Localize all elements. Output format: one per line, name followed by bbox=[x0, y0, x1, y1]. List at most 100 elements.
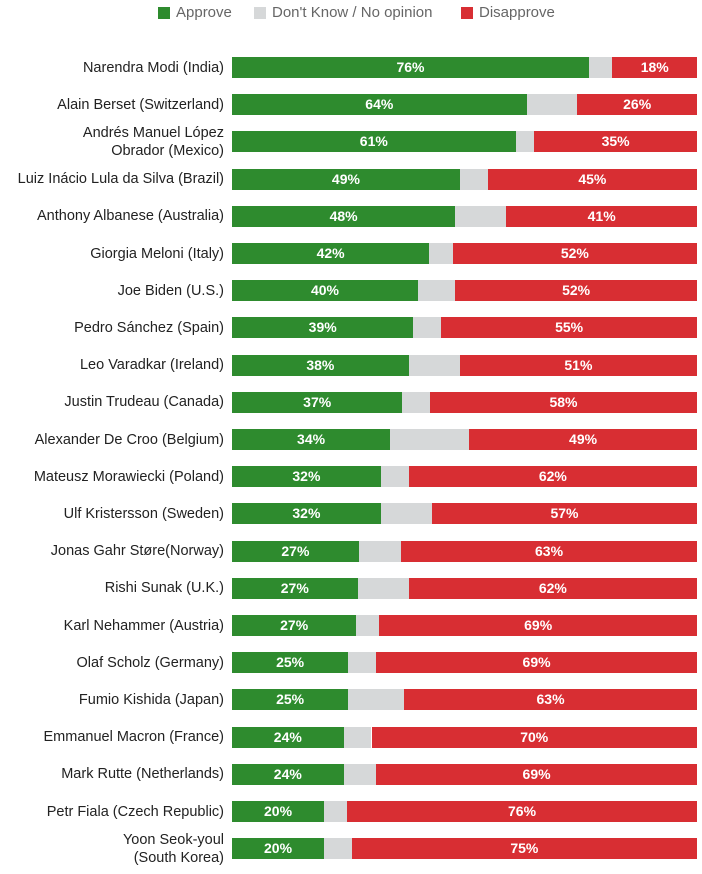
bar-segment-disapprove bbox=[404, 689, 697, 711]
bar-segment-disapprove bbox=[441, 317, 697, 339]
stacked-bar: 40% 52% bbox=[232, 280, 697, 302]
bar-segment-disapprove bbox=[408, 577, 697, 599]
bar-segment-dont-know bbox=[324, 838, 352, 860]
data-label-approve: 27% bbox=[280, 617, 309, 633]
data-label-approve: 42% bbox=[316, 245, 345, 261]
legend-item-disapprove: Disapprove bbox=[461, 4, 555, 21]
data-label-approve: 24% bbox=[273, 728, 302, 745]
legend: Approve Don't Know / No opinion Disappro… bbox=[0, 4, 702, 24]
bar-segment-dont-know bbox=[343, 726, 372, 748]
category-label: Jonas Gahr Støre(Norway) bbox=[50, 543, 224, 560]
category-label: Emmanuel Macron (France) bbox=[43, 729, 225, 746]
bar-segment-disapprove bbox=[429, 391, 697, 413]
bar-segment-disapprove bbox=[401, 540, 697, 562]
category-label: Ulf Kristersson (Sweden) bbox=[63, 505, 224, 522]
bar-segment-dont-know bbox=[408, 354, 460, 376]
bar-segment-approve bbox=[232, 466, 381, 488]
bar-segment-approve bbox=[232, 540, 359, 562]
bar-segment-disapprove bbox=[612, 57, 697, 78]
category-label: Leo Varadkar (Ireland) bbox=[79, 357, 224, 374]
bar-segment-disapprove bbox=[459, 354, 697, 376]
bar-segment-dont-know bbox=[356, 615, 380, 636]
category-label: Alain Berset (Switzerland) bbox=[57, 96, 224, 113]
stacked-bar: 20% 75% bbox=[232, 838, 697, 860]
bar-segment-dont-know bbox=[588, 57, 613, 78]
data-label-disapprove: 49% bbox=[569, 431, 598, 447]
data-label-approve: 32% bbox=[292, 468, 321, 485]
data-label-approve: 25% bbox=[276, 654, 305, 671]
data-label-disapprove: 52% bbox=[562, 282, 591, 299]
stacked-bar: 37% 58% bbox=[232, 391, 697, 413]
bar-segment-disapprove bbox=[577, 94, 697, 116]
stacked-bar: 48% 41% bbox=[232, 205, 697, 227]
stacked-bar: 32% 62% bbox=[232, 466, 697, 488]
stacked-bar: 32% 57% bbox=[232, 503, 697, 525]
data-label-disapprove: 52% bbox=[560, 245, 589, 261]
bar-segment-disapprove bbox=[347, 801, 697, 822]
data-label-approve: 48% bbox=[329, 207, 358, 224]
data-label-approve: 61% bbox=[359, 133, 388, 150]
bar-segment-dont-know bbox=[348, 689, 405, 711]
bar-segment-approve bbox=[232, 354, 409, 376]
bar-segment-approve bbox=[232, 801, 325, 822]
data-label-disapprove: 58% bbox=[549, 393, 578, 410]
data-label-disapprove: 62% bbox=[538, 579, 567, 596]
category-label: Yoon Seok-youl (South Korea) bbox=[122, 831, 224, 866]
bar-segment-disapprove bbox=[487, 168, 697, 190]
data-label-approve: 27% bbox=[280, 579, 309, 596]
data-label-approve: 64% bbox=[365, 96, 394, 113]
data-label-approve: 20% bbox=[264, 840, 293, 857]
bar-segment-disapprove bbox=[469, 429, 697, 450]
bar-segment-approve bbox=[232, 243, 430, 264]
category-label: Narendra Modi (India) bbox=[82, 59, 224, 76]
data-label-approve: 38% bbox=[306, 356, 335, 373]
legend-swatch-dont-know bbox=[254, 6, 266, 19]
category-label: Justin Trudeau (Canada) bbox=[64, 394, 224, 411]
category-label: Mark Rutte (Netherlands) bbox=[61, 766, 224, 783]
data-label-approve: 39% bbox=[308, 319, 337, 336]
stacked-bar: 76% 18% bbox=[232, 57, 697, 78]
category-label: Luiz Inácio Lula da Silva (Brazil) bbox=[17, 171, 224, 188]
data-label-disapprove: 69% bbox=[522, 765, 551, 782]
stacked-bar: 24% 69% bbox=[232, 763, 697, 785]
bar-segment-approve bbox=[232, 57, 589, 78]
bar-segment-dont-know bbox=[390, 429, 470, 450]
stacked-bar: 49% 45% bbox=[232, 168, 697, 190]
data-label-approve: 76% bbox=[396, 59, 425, 75]
data-label-approve: 37% bbox=[303, 393, 332, 410]
legend-item-dont-know: Don't Know / No opinion bbox=[254, 4, 432, 21]
stacked-bar: 64% 26% bbox=[232, 94, 697, 116]
data-label-approve: 24% bbox=[273, 765, 302, 782]
data-label-disapprove: 76% bbox=[508, 803, 537, 819]
bar-segment-approve bbox=[232, 577, 358, 599]
bar-segment-dont-know bbox=[380, 466, 409, 488]
data-label-approve: 49% bbox=[331, 170, 360, 187]
data-label-disapprove: 35% bbox=[601, 133, 630, 150]
category-label: Karl Nehammer (Austria) bbox=[63, 617, 224, 634]
stacked-bar: 25% 63% bbox=[232, 689, 697, 711]
category-label: Fumio Kishida (Japan) bbox=[78, 691, 224, 708]
bar-segment-dont-know bbox=[348, 652, 377, 674]
stacked-bar: 42% 52% bbox=[232, 243, 697, 264]
category-label: Rishi Sunak (U.K.) bbox=[104, 580, 224, 597]
bar-segment-dont-know bbox=[526, 94, 578, 116]
legend-swatch-disapprove bbox=[461, 6, 473, 19]
stacked-bar: 24% 70% bbox=[232, 726, 697, 748]
bar-segment-dont-know bbox=[324, 801, 348, 822]
category-label: Anthony Albanese (Australia) bbox=[37, 208, 224, 225]
category-label: Alexander De Croo (Belgium) bbox=[34, 431, 224, 448]
data-label-approve: 32% bbox=[292, 505, 321, 522]
bar-segment-dont-know bbox=[413, 317, 442, 339]
data-label-disapprove: 63% bbox=[535, 542, 564, 559]
bar-segment-disapprove bbox=[379, 615, 697, 636]
bar-segment-dont-know bbox=[455, 205, 507, 227]
stacked-bar: 27% 62% bbox=[232, 577, 697, 599]
stacked-bar: 27% 69% bbox=[232, 615, 697, 636]
bar-segment-approve bbox=[232, 763, 344, 785]
category-label: Giorgia Meloni (Italy) bbox=[90, 245, 224, 262]
bar-segment-disapprove bbox=[376, 763, 697, 785]
data-label-disapprove: 57% bbox=[550, 505, 579, 522]
bar-segment-disapprove bbox=[351, 838, 697, 860]
data-label-approve: 40% bbox=[310, 282, 340, 299]
